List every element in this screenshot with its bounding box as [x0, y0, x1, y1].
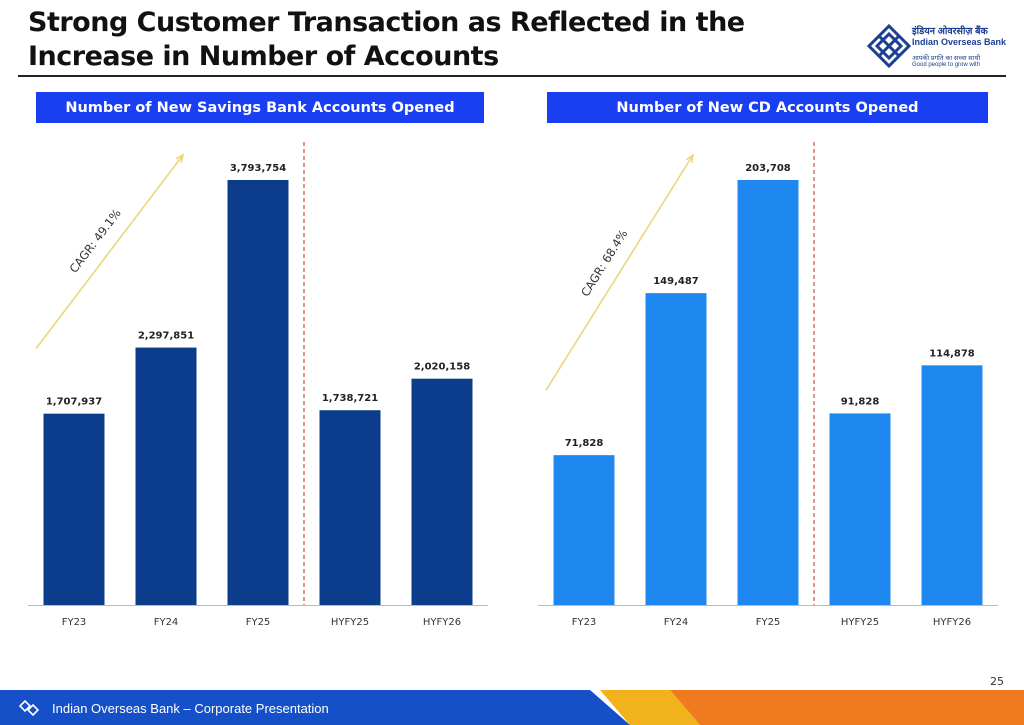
bar-hyfy26 — [411, 378, 473, 605]
data-label: 114,878 — [929, 348, 975, 359]
bar-hyfy25 — [829, 413, 891, 605]
data-label: 1,738,721 — [322, 393, 378, 404]
tick-label: HYFY26 — [423, 617, 461, 628]
data-label: 2,297,851 — [138, 331, 194, 342]
bar-fy23 — [553, 455, 615, 605]
bank-logo-text: इंडियन ओवरसीज़ बैंक Indian Overseas Bank… — [912, 24, 1022, 68]
bar-fy25 — [737, 180, 799, 605]
cd-accounts-chart: 71,828 FY23 149,487 FY24 203,708 FY25 91,828 HY… — [538, 142, 998, 628]
tick-label: FY25 — [246, 617, 271, 628]
logo-tagline-english: Good people to grow with — [912, 62, 981, 68]
page-title: Strong Customer Transaction as Reflected… — [28, 7, 745, 72]
tick-label: HYFY25 — [841, 617, 879, 628]
data-label: 91,828 — [841, 396, 880, 407]
data-label: 203,708 — [745, 163, 791, 174]
tick-label: HYFY26 — [933, 617, 971, 628]
footer-bar — [0, 690, 1024, 725]
title-divider — [18, 75, 1006, 77]
bank-logo-icon — [866, 23, 912, 69]
tick-label: FY24 — [154, 617, 179, 628]
bar-fy23 — [43, 413, 105, 605]
logo-english-name: Indian Overseas Bank — [912, 37, 1007, 47]
bar-fy24 — [645, 293, 707, 605]
bar-hyfy26 — [921, 365, 983, 605]
tick-label: FY23 — [572, 617, 597, 628]
cagr-annotation: CAGR: 68.4% — [578, 227, 630, 299]
footer-text: Indian Overseas Bank – Corporate Present… — [52, 701, 329, 716]
bar-fy24 — [135, 347, 197, 605]
footer-logo-icon — [18, 699, 40, 717]
data-label: 1,707,937 — [46, 397, 102, 408]
cagr-annotation: CAGR: 49.1% — [67, 206, 124, 275]
data-label: 3,793,754 — [230, 163, 286, 174]
bar-fy25 — [227, 180, 289, 605]
logo-tagline-hindi: आपकी प्रगति का सच्चा साथी — [912, 55, 981, 62]
cagr-arrow — [35, 154, 184, 350]
data-label: 2,020,158 — [414, 362, 470, 373]
tick-label: FY25 — [756, 617, 781, 628]
savings-chart-title: Number of New Savings Bank Accounts Open… — [36, 92, 484, 123]
cagr-arrow — [545, 154, 694, 391]
tick-label: HYFY25 — [331, 617, 369, 628]
data-label: 71,828 — [565, 438, 604, 449]
data-label: 149,487 — [653, 276, 699, 287]
cd-chart-title: Number of New CD Accounts Opened — [547, 92, 988, 123]
cagr-arrow-head — [685, 153, 695, 164]
savings-accounts-chart: 1,707,937 FY23 2,297,851 FY24 3,793,754 FY25 1… — [28, 142, 488, 628]
page-number: 25 — [990, 675, 1004, 688]
tick-label: FY23 — [62, 617, 87, 628]
bar-hyfy25 — [319, 410, 381, 605]
cagr-arrow-head — [175, 153, 185, 163]
tick-label: FY24 — [664, 617, 689, 628]
logo-hindi-name: इंडियन ओवरसीज़ बैंक — [912, 26, 988, 37]
